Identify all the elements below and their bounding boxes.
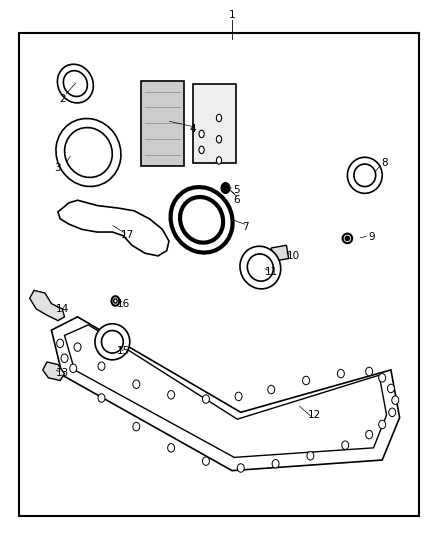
Polygon shape [58, 200, 169, 256]
Ellipse shape [216, 135, 222, 143]
Text: 7: 7 [242, 222, 248, 232]
Circle shape [342, 441, 349, 449]
Circle shape [268, 385, 275, 394]
Polygon shape [51, 317, 399, 471]
Circle shape [389, 408, 396, 417]
Ellipse shape [345, 236, 350, 240]
Polygon shape [30, 290, 64, 320]
Text: 13: 13 [56, 368, 69, 377]
Text: 11: 11 [265, 267, 278, 277]
Circle shape [202, 457, 209, 465]
Text: 15: 15 [117, 346, 130, 357]
Circle shape [272, 459, 279, 468]
Ellipse shape [56, 118, 121, 187]
Polygon shape [43, 362, 64, 381]
Ellipse shape [199, 146, 204, 154]
Text: 2: 2 [59, 94, 66, 104]
Ellipse shape [216, 114, 222, 122]
Text: 5: 5 [233, 184, 240, 195]
Ellipse shape [216, 157, 222, 164]
Circle shape [168, 391, 175, 399]
Ellipse shape [354, 164, 376, 187]
Ellipse shape [180, 197, 223, 243]
Circle shape [379, 374, 386, 382]
Ellipse shape [114, 299, 117, 303]
Circle shape [133, 422, 140, 431]
Circle shape [235, 392, 242, 401]
Circle shape [337, 369, 344, 378]
Text: 4: 4 [190, 124, 196, 134]
Ellipse shape [95, 324, 130, 360]
Circle shape [57, 339, 64, 348]
Circle shape [237, 464, 244, 472]
Circle shape [307, 451, 314, 460]
Circle shape [61, 354, 68, 362]
Text: 3: 3 [55, 164, 61, 173]
Circle shape [168, 443, 175, 452]
Circle shape [392, 396, 399, 405]
Ellipse shape [199, 130, 204, 138]
Circle shape [74, 343, 81, 351]
Ellipse shape [180, 197, 223, 243]
Text: 17: 17 [121, 230, 134, 240]
Ellipse shape [64, 71, 87, 96]
Text: 10: 10 [286, 251, 300, 261]
Ellipse shape [64, 127, 112, 177]
Circle shape [98, 394, 105, 402]
Circle shape [98, 362, 105, 370]
Ellipse shape [112, 296, 119, 306]
Text: 9: 9 [368, 232, 374, 243]
Circle shape [70, 364, 77, 373]
Circle shape [366, 430, 373, 439]
Ellipse shape [347, 157, 382, 193]
Circle shape [379, 420, 386, 429]
Ellipse shape [102, 330, 123, 353]
Circle shape [303, 376, 310, 385]
Ellipse shape [240, 246, 281, 289]
Text: 6: 6 [233, 195, 240, 205]
Polygon shape [64, 325, 387, 457]
Circle shape [133, 380, 140, 389]
Ellipse shape [343, 233, 352, 243]
FancyBboxPatch shape [141, 81, 184, 166]
FancyBboxPatch shape [193, 84, 237, 163]
Text: 8: 8 [381, 158, 388, 168]
Circle shape [221, 183, 230, 193]
Ellipse shape [247, 254, 273, 281]
Ellipse shape [57, 64, 93, 103]
Text: 16: 16 [117, 298, 130, 309]
Text: 14: 14 [56, 304, 69, 314]
Ellipse shape [170, 187, 233, 253]
Text: 12: 12 [308, 410, 321, 420]
Circle shape [366, 367, 373, 376]
Polygon shape [271, 245, 289, 261]
Circle shape [202, 395, 209, 403]
Text: 1: 1 [229, 10, 235, 20]
Circle shape [388, 384, 394, 393]
